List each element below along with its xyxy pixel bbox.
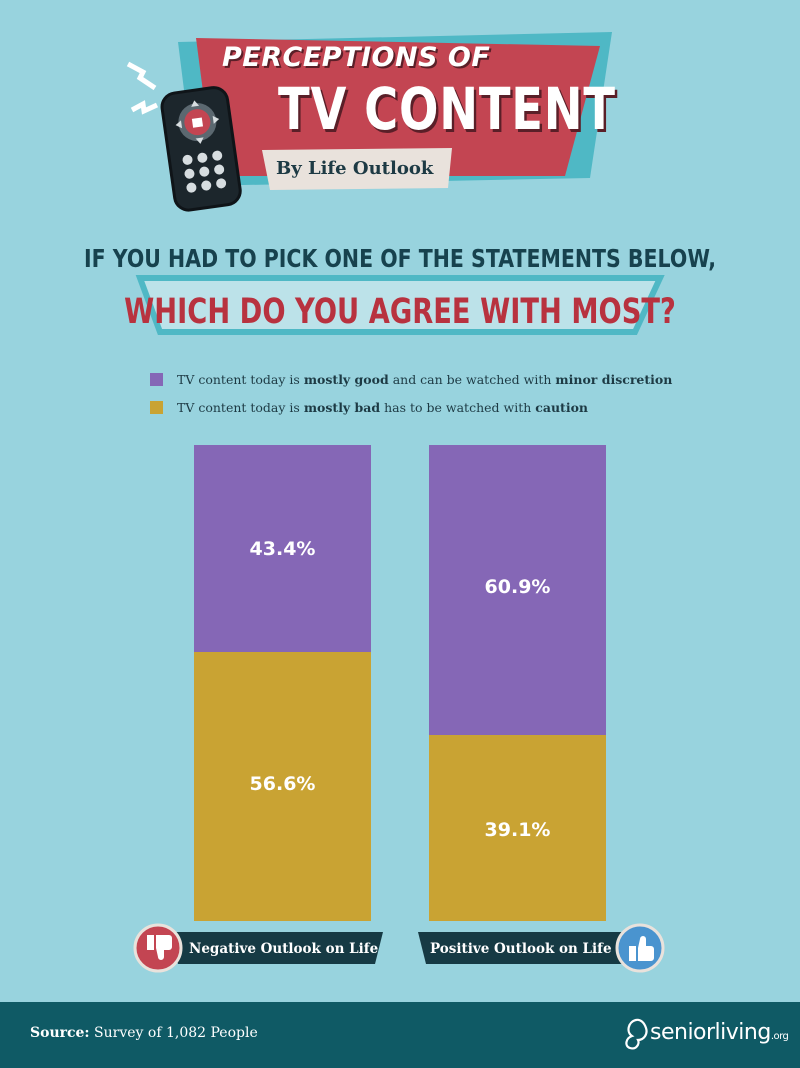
source-note: Source: Survey of 1,082 People [30,1025,258,1041]
data-label-segment-bad-1: 39.1% [484,818,551,841]
legend-label-bad: TV content today is mostly bad has to be… [177,399,588,415]
remote-control-icon [160,86,242,212]
bar-segment-good-0 [194,445,371,652]
brand-logo: seniorliving.org [650,1020,789,1045]
legend-swatch-bad [150,400,163,414]
question-intro: IF YOU HAD TO PICK ONE OF THE STATEMENTS… [83,244,717,273]
thumbs-up-icon [615,923,665,973]
lightning-icon [126,61,157,91]
category-tag-negative [170,932,383,964]
data-label-segment-good-0: 43.4% [249,538,316,561]
category-label-negative: Negative Outlook on Life [189,941,379,957]
banner-red-ribbon [196,38,600,176]
bar-segment-bad-0 [194,652,371,921]
thumbs-down-icon [133,923,183,973]
category-tags [133,923,665,973]
chart-subtitle: By Life Outlook [276,158,434,179]
data-label-segment-good-1: 60.9% [484,575,551,598]
data-label-segment-bad-0: 56.6% [249,773,316,796]
header-banner [126,32,612,212]
legend-item-good: TV content today is mostly good and can … [150,371,672,387]
bar-segment-bad-1 [429,735,606,921]
lightning-icon [130,100,159,115]
subtitle-ribbon [262,148,452,190]
category-label-positive: Positive Outlook on Life [430,941,612,957]
legend-label-good: TV content today is mostly good and can … [177,371,673,387]
category-tag-positive [418,932,630,964]
title-line1: PERCEPTIONS OF [222,42,491,73]
footer [0,1002,800,1068]
legend-swatch-good [150,372,163,386]
bar-segment-good-1 [429,445,606,735]
legend-item-bad: TV content today is mostly bad has to be… [150,399,588,415]
question-main: WHICH DO YOU AGREE WITH MOST? [124,292,676,332]
seniorliving-logo-icon [625,1018,648,1050]
chart-title: TV CONTENT [278,75,616,143]
question-frame [135,275,665,335]
